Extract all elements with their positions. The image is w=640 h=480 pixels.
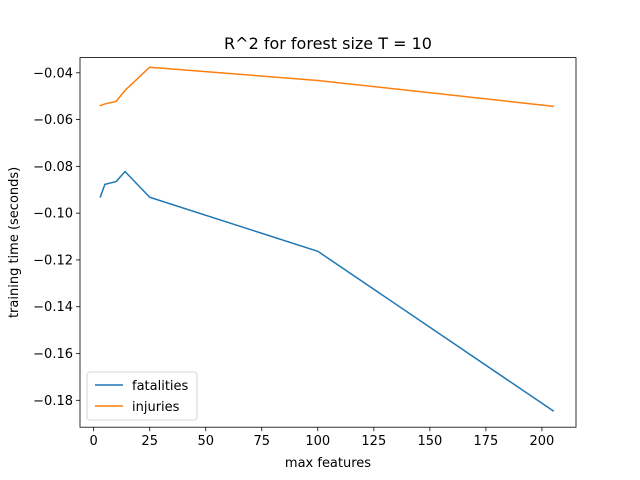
y-tick-label: −0.12 — [33, 253, 73, 268]
legend-label-fatalities: fatalities — [132, 379, 189, 394]
series-layer — [99, 66, 555, 412]
y-tick-label: −0.06 — [33, 113, 73, 128]
plot-frame — [79, 57, 577, 428]
y-tick-label: −0.18 — [33, 394, 73, 409]
x-tick-label: 50 — [197, 434, 214, 449]
legend: fatalities injuries — [86, 371, 198, 421]
x-tick-label: 175 — [473, 434, 498, 449]
x-tick-label: 200 — [530, 434, 555, 449]
chart-title: R^2 for forest size T = 10 — [224, 34, 432, 53]
legend-box — [86, 371, 198, 421]
x-tick-label: 100 — [305, 434, 330, 449]
x-tick-label: 125 — [361, 434, 386, 449]
y-tick-label: −0.04 — [33, 66, 73, 81]
y-tick-label: −0.08 — [33, 160, 73, 175]
x-tick-label: 25 — [141, 434, 158, 449]
legend-label-injuries: injuries — [132, 400, 180, 415]
series-line-fatalities — [99, 170, 555, 412]
y-axis-label: training time (seconds) — [7, 167, 22, 318]
ticks-layer: 0 25 50 75 100 125 150 175 200 −0.18 −0.16 −0.14 −0.… — [33, 66, 554, 449]
x-tick-label: 150 — [417, 434, 442, 449]
y-tick-label: −0.16 — [33, 347, 73, 362]
y-tick-label: −0.10 — [33, 207, 73, 222]
series-line-injuries — [99, 66, 554, 108]
x-tick-label: 75 — [253, 434, 270, 449]
y-tick-label: −0.14 — [33, 300, 73, 315]
x-axis-label: max features — [285, 456, 371, 471]
x-tick-label: 0 — [90, 434, 98, 449]
